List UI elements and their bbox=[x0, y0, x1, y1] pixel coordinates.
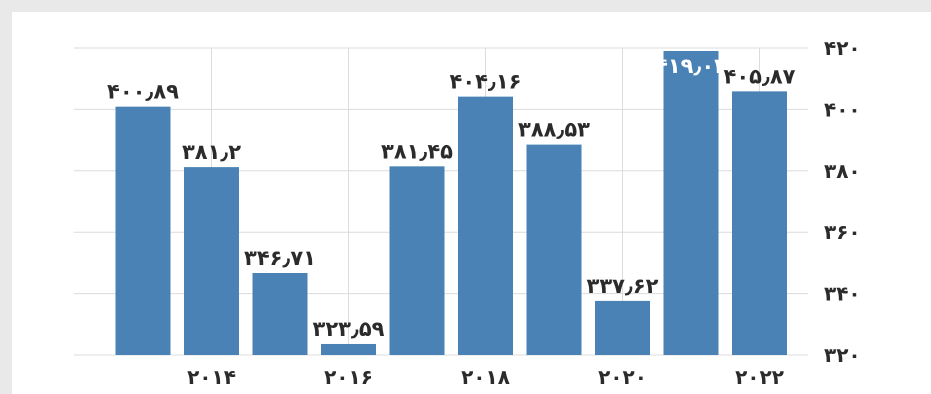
x-tick-label: ۲۰۱۴ bbox=[187, 365, 236, 389]
bar bbox=[184, 167, 239, 355]
x-tick-label: ۲۰۲۰ bbox=[598, 365, 647, 389]
bar bbox=[663, 51, 719, 355]
y-tick-label: ۳۴۰ bbox=[824, 282, 861, 306]
bar-chart: ۳۲۰ ۳۴۰ ۳۶۰ ۳۸۰ ۴۰۰ ۴۲۰ ۲۰۱۴ ۲۰۱۶ ۲۰۱۸ ۲۰۲۰ ۲۰۲۲ ۴۰… bbox=[74, 36, 861, 389]
y-tick-label: ۳۲۰ bbox=[824, 343, 861, 367]
bar bbox=[321, 343, 376, 355]
bar bbox=[252, 273, 308, 355]
bar-value-label: ۳۲۳٫۵۹ bbox=[313, 317, 385, 341]
bar-value-label: ۳۳۷٫۶۲ bbox=[587, 274, 659, 298]
y-tick-label: ۳۸۰ bbox=[824, 159, 861, 183]
bar bbox=[115, 106, 171, 356]
bar bbox=[458, 96, 513, 356]
bar-value-label: ۴۰۴٫۱۶ bbox=[450, 70, 522, 94]
bar-value-label: ۳۴۶٫۷۱ bbox=[244, 246, 316, 270]
bar-value-label: ۳۸۱٫۴۵ bbox=[381, 139, 453, 163]
bar-value-label: ۴۱۹٫۰۲ bbox=[655, 54, 727, 78]
chart-card: ۳۲۰ ۳۴۰ ۳۶۰ ۳۸۰ ۴۰۰ ۴۲۰ ۲۰۱۴ ۲۰۱۶ ۲۰۱۸ ۲۰۲۰ ۲۰۲۲ ۴۰… bbox=[12, 12, 931, 394]
x-tick-label: ۲۰۱۶ bbox=[324, 365, 373, 389]
x-tick-label: ۲۰۱۸ bbox=[461, 365, 510, 389]
y-tick-label: ۴۰۰ bbox=[824, 97, 861, 121]
bar-value-label: ۳۸۸٫۵۳ bbox=[518, 118, 590, 142]
y-tick-label: ۴۲۰ bbox=[824, 36, 861, 60]
bar bbox=[526, 144, 582, 355]
bar bbox=[732, 91, 787, 356]
bar-value-label: ۴۰۵٫۸۷ bbox=[724, 64, 796, 88]
y-tick-label: ۳۶۰ bbox=[824, 220, 861, 244]
bar bbox=[389, 166, 445, 355]
bar bbox=[595, 300, 650, 355]
bar-value-label: ۳۸۱٫۲ bbox=[182, 140, 241, 164]
bar-value-label: ۴۰۰٫۸۹ bbox=[107, 80, 179, 104]
x-tick-label: ۲۰۲۲ bbox=[735, 365, 784, 389]
